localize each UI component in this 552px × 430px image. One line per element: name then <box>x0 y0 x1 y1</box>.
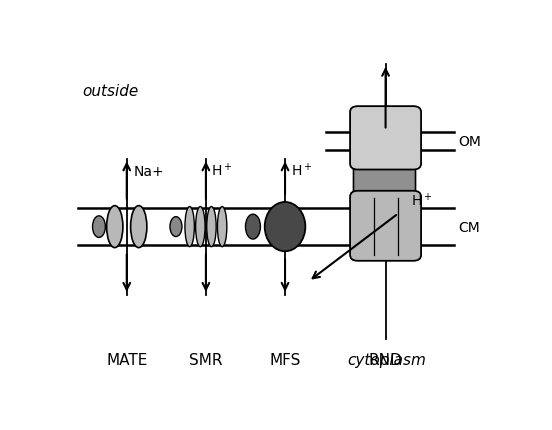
Ellipse shape <box>207 207 216 247</box>
FancyBboxPatch shape <box>350 191 421 261</box>
Text: H$^+$: H$^+$ <box>291 162 313 179</box>
Text: RND: RND <box>369 352 402 367</box>
Text: Na+: Na+ <box>133 165 164 179</box>
Ellipse shape <box>265 203 305 252</box>
Text: outside: outside <box>82 84 138 99</box>
Ellipse shape <box>246 215 261 240</box>
Ellipse shape <box>195 207 205 247</box>
Text: SMR: SMR <box>189 352 222 367</box>
Text: MATE: MATE <box>106 352 147 367</box>
Text: CM: CM <box>458 220 480 234</box>
Ellipse shape <box>170 217 182 237</box>
FancyBboxPatch shape <box>350 107 421 170</box>
Ellipse shape <box>107 206 123 248</box>
Text: cytoplasm: cytoplasm <box>347 352 426 367</box>
Text: H$^+$: H$^+$ <box>211 162 232 179</box>
FancyBboxPatch shape <box>353 147 416 212</box>
Text: H$^+$: H$^+$ <box>411 192 433 209</box>
Ellipse shape <box>131 206 147 248</box>
Ellipse shape <box>185 207 194 247</box>
Ellipse shape <box>93 216 105 238</box>
Text: OM: OM <box>458 135 481 149</box>
Text: MFS: MFS <box>269 352 301 367</box>
Ellipse shape <box>217 207 227 247</box>
